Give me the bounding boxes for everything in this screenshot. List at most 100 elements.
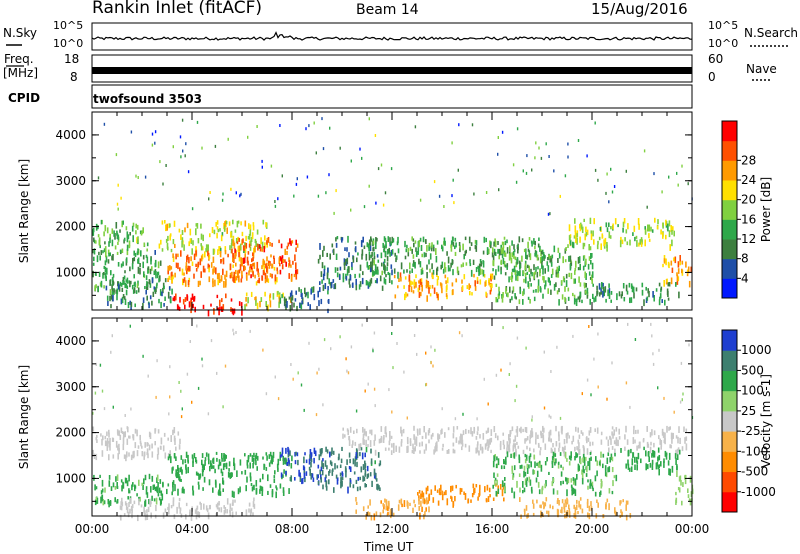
range-gate-cell — [577, 427, 579, 433]
range-gate-cell — [250, 508, 253, 514]
range-gate-cell — [294, 254, 296, 261]
range-gate-cell — [657, 456, 659, 462]
range-gate-cell — [627, 459, 629, 466]
range-gate-cell — [385, 505, 388, 511]
range-gate-cell — [420, 500, 422, 507]
range-gate-cell — [617, 439, 619, 447]
range-gate-cell — [109, 437, 111, 445]
range-gate-cell — [563, 450, 566, 457]
range-gate-cell — [349, 466, 352, 472]
range-gate-cell — [556, 290, 559, 295]
range-gate-cell — [552, 505, 554, 510]
range-gate-cell — [418, 505, 420, 511]
range-gate-cell — [112, 294, 114, 302]
range-gate-cell — [386, 262, 389, 267]
range-gate-cell — [454, 496, 456, 502]
range-gate-cell — [333, 284, 335, 290]
range-gate-cell — [567, 432, 569, 436]
range-gate-cell — [123, 454, 126, 459]
range-gate-cell — [454, 237, 457, 242]
range-gate-cell — [229, 509, 231, 513]
range-gate-cell — [342, 273, 345, 279]
range-gate-cell — [201, 453, 204, 458]
range-gate-cell — [687, 488, 689, 493]
range-gate-cell — [415, 440, 418, 447]
range-gate-cell — [334, 463, 336, 470]
range-gate-cell — [675, 499, 677, 505]
range-gate-cell — [527, 296, 530, 300]
range-gate-cell — [183, 272, 185, 276]
range-gate-cell — [485, 237, 487, 243]
range-gate-cell — [513, 491, 516, 499]
range-gate-cell — [431, 284, 434, 289]
range-gate-cell — [649, 432, 652, 438]
range-gate-cell — [594, 121, 596, 125]
range-gate-cell — [519, 263, 521, 270]
range-gate-cell — [174, 484, 176, 492]
range-gate-cell — [241, 231, 244, 237]
range-gate-cell — [381, 262, 383, 267]
range-gate-cell — [417, 287, 420, 293]
range-gate-cell — [277, 458, 280, 466]
range-gate-cell — [93, 256, 95, 262]
range-gate-cell — [553, 283, 556, 291]
range-gate-cell — [287, 448, 290, 455]
range-gate-cell — [207, 263, 210, 269]
range-gate-cell — [325, 485, 328, 491]
range-gate-cell — [117, 283, 120, 290]
range-gate-cell — [127, 426, 129, 433]
range-gate-cell — [350, 208, 352, 212]
range-gate-cell — [268, 462, 271, 467]
range-gate-cell — [438, 194, 441, 198]
range-gate-cell — [557, 247, 560, 253]
range-gate-cell — [239, 194, 241, 198]
range-gate-cell — [240, 257, 242, 264]
range-gate-cell — [220, 275, 223, 282]
range-gate-cell — [498, 291, 501, 296]
range-gate-cell — [482, 250, 485, 255]
range-gate-cell — [155, 497, 158, 505]
range-gate-cell — [625, 500, 628, 506]
range-gate-cell — [134, 484, 136, 492]
range-gate-cell — [581, 472, 584, 479]
range-gate-cell — [462, 412, 464, 416]
range-gate-cell — [625, 169, 627, 173]
range-gate-cell — [200, 255, 203, 262]
range-gate-cell — [268, 262, 271, 269]
range-gate-cell — [277, 197, 279, 201]
range-gate-cell — [136, 224, 139, 230]
range-gate-cell — [149, 503, 152, 507]
range-gate-cell — [484, 486, 486, 493]
range-gate-cell — [415, 274, 417, 279]
range-gate-cell — [678, 291, 680, 299]
range-gate-cell — [283, 469, 285, 474]
range-gate-cell — [576, 298, 578, 302]
range-gate-cell — [477, 265, 479, 269]
range-gate-cell — [675, 491, 677, 496]
range-gate-cell — [199, 258, 202, 266]
range-gate-cell — [426, 264, 428, 270]
range-gate-cell — [548, 431, 550, 437]
range-gate-cell — [164, 278, 167, 283]
range-gate-cell — [663, 280, 665, 287]
range-gate-cell — [512, 453, 515, 458]
range-gate-cell — [124, 270, 126, 274]
range-gate-cell — [668, 452, 671, 460]
range-gate-cell — [295, 290, 297, 295]
range-gate-cell — [219, 306, 221, 311]
range-gate-cell — [570, 484, 573, 488]
range-gate-cell — [398, 446, 401, 453]
range-gate-cell — [494, 252, 497, 256]
range-gate-cell — [619, 240, 622, 248]
range-gate-cell — [654, 217, 656, 223]
range-gate-cell — [417, 247, 420, 252]
range-gate-cell — [590, 253, 592, 259]
range-gate-cell — [636, 239, 638, 247]
range-gate-cell — [526, 254, 528, 260]
range-gate-cell — [361, 277, 364, 285]
range-gate-cell — [578, 442, 580, 449]
range-gate-cell — [359, 281, 362, 287]
range-gate-cell — [511, 268, 514, 272]
x-tick-label: 00:00 — [75, 522, 110, 536]
range-gate-cell — [201, 459, 203, 466]
